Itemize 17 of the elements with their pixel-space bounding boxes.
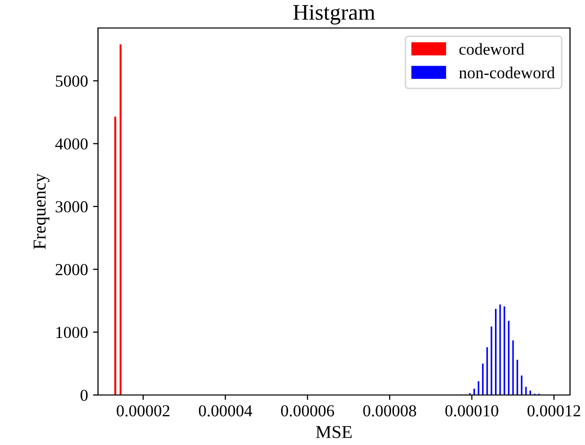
chart-title: Histgram [293,4,376,24]
x-tick-label: 0.00002 [116,405,170,417]
legend-label: non-codeword [459,66,555,78]
y-tick-label: 5000 [56,75,88,87]
x-axis-title: MSE [316,426,352,438]
y-tick-label: 0 [80,390,88,401]
x-tick-label: 0.00004 [198,405,252,417]
y-tick-label: 1000 [56,326,88,338]
y-tick-label: 2000 [56,264,88,276]
y-axis-title: Frequency [34,173,50,250]
y-tick-label: 3000 [56,201,88,212]
x-tick-label: 0.00010 [445,405,498,417]
legend-label: codeword [459,43,524,55]
y-tick-label: 4000 [55,138,88,150]
x-tick-label: 0.00008 [363,405,416,417]
x-tick-label: 0.00006 [281,405,334,417]
x-tick-label: 0.00012 [528,405,580,417]
